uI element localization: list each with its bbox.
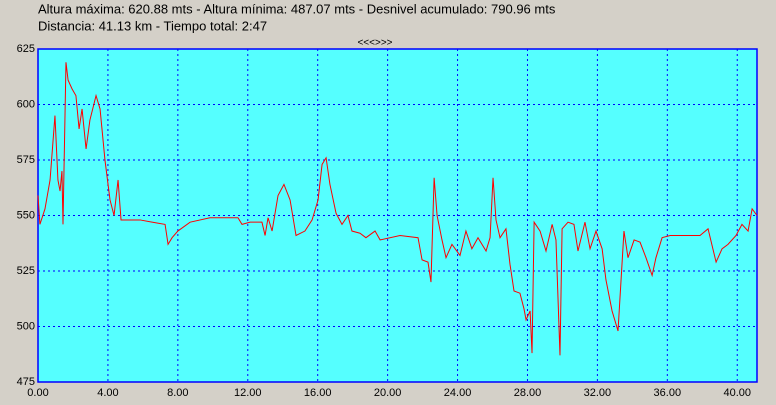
y-tick-label: 625	[17, 43, 35, 55]
y-tick-label: 475	[17, 376, 35, 388]
navigation[interactable]: <<<>>>	[357, 38, 392, 49]
x-tick-label: 32.00	[584, 387, 612, 399]
y-tick-label: 600	[17, 98, 35, 110]
y-tick-label: 525	[17, 265, 35, 277]
y-tick-label: 575	[17, 154, 35, 166]
x-tick-label: 24.00	[444, 387, 472, 399]
elevation-line	[37, 62, 758, 356]
x-tick-label: 0.00	[27, 387, 48, 399]
x-tick-label: 8.00	[167, 387, 188, 399]
chart-title: Altura máxima: 620.88 mts - Altura mínim…	[38, 1, 556, 16]
x-tick-label: 40.00	[723, 387, 751, 399]
x-tick-label: 4.00	[97, 387, 118, 399]
y-tick-label: 500	[17, 320, 35, 332]
x-tick-label: 12.00	[234, 387, 262, 399]
x-tick-label: 20.00	[374, 387, 402, 399]
chart-subtitle: Distancia: 41.13 km - Tiempo total: 2:47	[38, 18, 267, 33]
x-tick-label: 16.00	[304, 387, 332, 399]
x-tick-label: 28.00	[514, 387, 542, 399]
y-tick-label: 550	[17, 209, 35, 221]
plot-area	[38, 49, 757, 382]
x-tick-label: 36.00	[654, 387, 682, 399]
